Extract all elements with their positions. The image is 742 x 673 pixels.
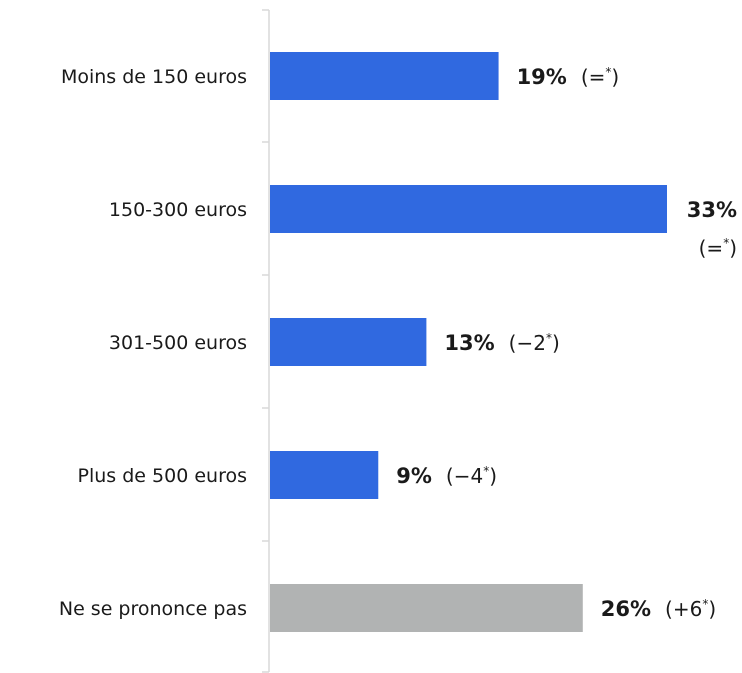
change-label: (−4*)	[446, 464, 497, 488]
bar	[270, 451, 379, 499]
category-axis	[262, 9, 270, 673]
bar	[270, 318, 427, 366]
bar-row: 150-300 euros 33% (=*)	[109, 185, 737, 260]
value-label: 19%	[517, 65, 567, 89]
bar	[270, 185, 667, 233]
value-label: 9%	[396, 464, 432, 488]
change-label: (−2*)	[509, 331, 560, 355]
change-label: (+6*)	[665, 597, 716, 621]
bar	[270, 52, 499, 100]
category-label: Plus de 500 euros	[78, 465, 247, 487]
value-label: 13%	[444, 331, 494, 355]
value-label: 26%	[601, 597, 651, 621]
bar	[270, 584, 583, 632]
change-label: (=*)	[581, 65, 619, 89]
change-label: (=*)	[699, 236, 737, 260]
value-label: 33%	[687, 198, 737, 222]
bar-rows: Moins de 150 euros 19% (=*) 150-300 euros 33…	[59, 52, 737, 632]
category-label: 150-300 euros	[109, 199, 247, 221]
category-label: Moins de 150 euros	[61, 66, 247, 88]
bar-row: 301-500 euros 13% (−2*)	[109, 318, 560, 366]
bar-row: Ne se prononce pas 26% (+6*)	[59, 584, 716, 632]
category-label: Ne se prononce pas	[59, 598, 247, 620]
category-label: 301-500 euros	[109, 332, 247, 354]
bar-row: Plus de 500 euros 9% (−4*)	[78, 451, 497, 499]
bar-row: Moins de 150 euros 19% (=*)	[61, 52, 619, 100]
